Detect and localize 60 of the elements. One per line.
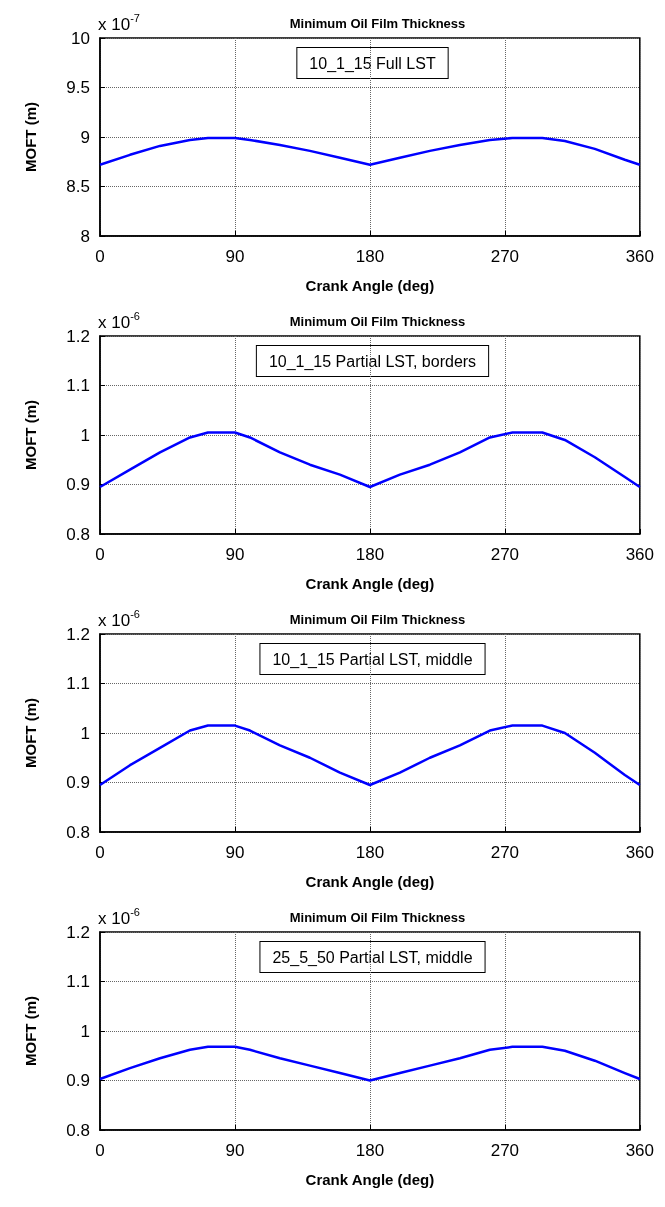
x-tick-label: 360	[625, 1141, 655, 1160]
x-tick-label: 180	[355, 247, 385, 266]
x-axis-title: Crank Angle (deg)	[305, 1171, 435, 1188]
y-tick-label: 0.9	[66, 773, 90, 792]
x-tick-label: 0	[95, 247, 105, 266]
x-tick-label: 270	[490, 247, 520, 266]
y-tick-label: 1.1	[66, 972, 90, 991]
x-tick-label: 90	[225, 247, 245, 266]
x-tick-label: 270	[490, 1141, 520, 1160]
line-series	[98, 136, 642, 166]
y-tick-label: 1	[80, 723, 90, 743]
x-tick-label: 0	[95, 545, 105, 564]
y-tick-label: 9	[80, 127, 90, 147]
x-tick-label: 270	[490, 843, 520, 862]
line-series	[98, 724, 642, 787]
y-axis-title: MOFT (m)	[22, 400, 39, 470]
y-tick-label: 1.1	[66, 674, 90, 693]
y-tick-label: 1.2	[66, 326, 90, 346]
y-tick-label: 9.5	[66, 78, 90, 97]
chart-title: Minimum Oil Film Thickness	[289, 314, 466, 329]
y-axis-title: MOFT (m)	[22, 698, 39, 768]
y-tick-label: 1	[80, 1021, 90, 1041]
line-series	[98, 431, 642, 489]
x-tick-label: 360	[625, 247, 655, 266]
x-tick-label: 270	[490, 545, 520, 564]
y-tick-label: 0.8	[66, 1120, 90, 1140]
line-series	[98, 1045, 642, 1082]
y-tick-label: 1	[80, 425, 90, 445]
chart-title: Minimum Oil Film Thickness	[289, 16, 466, 31]
x-tick-label: 360	[625, 545, 655, 564]
annotation: 10_1_15 Partial LST, borders	[268, 352, 477, 371]
y-tick-label: 1.2	[66, 624, 90, 644]
y-axis-title: MOFT (m)	[22, 102, 39, 172]
y-tick-label: 8.5	[66, 177, 90, 196]
x-axis-title: Crank Angle (deg)	[305, 873, 435, 890]
x-tick-label: 180	[355, 1141, 385, 1160]
x-axis-title: Crank Angle (deg)	[305, 277, 435, 294]
annotation: 10_1_15 Partial LST, middle	[272, 650, 473, 669]
y-tick-label: 0.9	[66, 475, 90, 494]
x-tick-label: 180	[355, 545, 385, 564]
y-tick-label: 8	[80, 226, 90, 246]
x-tick-label: 90	[225, 545, 245, 564]
chart-title: Minimum Oil Film Thickness	[289, 612, 466, 627]
annotation: 10_1_15 Full LST	[309, 54, 436, 73]
y-tick-label: 1.1	[66, 376, 90, 395]
x-axis-title: Crank Angle (deg)	[305, 575, 435, 592]
y-tick-label: 0.9	[66, 1071, 90, 1090]
x-tick-label: 90	[225, 843, 245, 862]
x-tick-label: 0	[95, 1141, 105, 1160]
x-tick-label: 0	[95, 843, 105, 862]
x-tick-label: 180	[355, 843, 385, 862]
chart-title: Minimum Oil Film Thickness	[289, 910, 466, 925]
y-axis-title: MOFT (m)	[22, 996, 39, 1066]
y-tick-label: 0.8	[66, 524, 90, 544]
x-tick-label: 90	[225, 1141, 245, 1160]
y-tick-label: 0.8	[66, 822, 90, 842]
x-tick-label: 360	[625, 843, 655, 862]
annotation: 25_5_50 Partial LST, middle	[272, 948, 473, 967]
y-tick-label: 10	[71, 28, 90, 48]
y-tick-label: 1.2	[66, 922, 90, 942]
